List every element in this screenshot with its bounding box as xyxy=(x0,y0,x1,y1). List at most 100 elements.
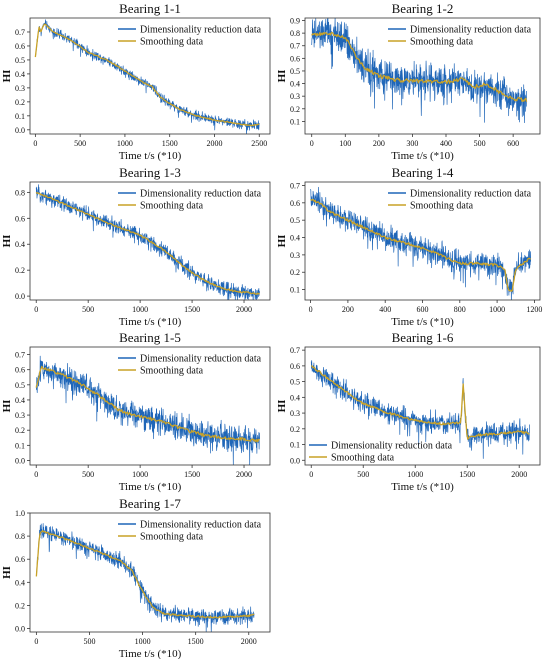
y-axis-label: HI xyxy=(1,566,13,579)
legend-label-raw: Dimensionality reduction data xyxy=(140,354,262,365)
legend-label-raw: Dimensionality reduction data xyxy=(140,189,262,200)
x-tick-label: 500 xyxy=(357,470,369,479)
x-tick-label: 500 xyxy=(82,470,94,479)
chart-title: Bearing 1-2 xyxy=(392,1,454,16)
x-tick-label: 0 xyxy=(34,637,38,646)
series-dimensionality-reduction-line xyxy=(35,184,260,300)
x-axis-label: Time t/s (*10) xyxy=(391,150,454,162)
series-smoothing-line xyxy=(311,31,528,103)
chart-title: Bearing 1-1 xyxy=(119,1,181,16)
x-tick-label: 0 xyxy=(34,305,38,314)
series-dimensionality-reduction-line xyxy=(35,355,260,465)
x-tick-label: 500 xyxy=(82,305,94,314)
legend-label-raw: Dimensionality reduction data xyxy=(140,520,262,531)
plot-frame xyxy=(29,17,271,135)
y-tick-label: 0.5 xyxy=(15,56,25,65)
y-tick-label: 0.8 xyxy=(15,532,25,541)
y-tick-label: 0.8 xyxy=(15,188,25,197)
x-tick-label: 1500 xyxy=(184,470,200,479)
y-tick-label: 0.1 xyxy=(15,112,25,121)
y-tick-label: 0.5 xyxy=(15,381,25,390)
legend-label-smooth: Smoothing data xyxy=(331,453,395,464)
x-tick-label: 0 xyxy=(309,470,313,479)
x-axis-label: Time t/s (*10) xyxy=(391,481,454,493)
y-tick-label: 0.4 xyxy=(290,234,300,243)
chart-panel-6: Bearing 1-6 0 500 1000 1500 2000 0.0 0.1 0.2 0.3 0… xyxy=(276,330,541,493)
y-tick-label: 0.4 xyxy=(15,578,25,587)
legend-label-smooth: Smoothing data xyxy=(410,201,474,212)
chart-title: Bearing 1-6 xyxy=(392,330,454,345)
x-tick-label: 1000 xyxy=(489,305,505,314)
legend-label-raw: Dimensionality reduction data xyxy=(140,25,262,36)
series-smoothing-line xyxy=(35,191,260,295)
y-tick-label: 0.5 xyxy=(290,378,300,387)
x-tick-label: 2500 xyxy=(251,139,267,148)
y-tick-label: 0.3 xyxy=(290,92,300,101)
y-tick-label: 0.1 xyxy=(290,286,300,295)
y-tick-label: 0.9 xyxy=(290,17,300,26)
chart-panel-7: Bearing 1-7 0 500 1000 1500 2000 0.0 0.2 0.4 0.6 0… xyxy=(1,496,271,659)
legend-label-smooth: Smoothing data xyxy=(140,201,204,212)
series-dimensionality-reduction-line xyxy=(36,523,255,632)
x-tick-label: 2000 xyxy=(236,470,252,479)
y-tick-label: 0.0 xyxy=(15,126,25,135)
series-smoothing-line xyxy=(35,530,255,619)
legend-label-smooth: Smoothing data xyxy=(140,366,204,377)
x-tick-label: 1500 xyxy=(184,305,200,314)
x-tick-label: 1000 xyxy=(117,139,133,148)
y-tick-label: 0.7 xyxy=(290,181,300,190)
y-tick-label: 0.2 xyxy=(15,98,25,107)
x-tick-label: 0 xyxy=(309,305,313,314)
x-tick-label: 2000 xyxy=(206,139,222,148)
y-tick-label: 0.7 xyxy=(290,42,300,51)
y-tick-label: 0.0 xyxy=(15,456,25,465)
y-tick-label: 0.5 xyxy=(290,216,300,225)
plot-area xyxy=(310,360,530,459)
y-tick-label: 0.0 xyxy=(15,625,25,634)
x-tick-label: 400 xyxy=(379,305,391,314)
y-tick-label: 0.3 xyxy=(290,251,300,260)
y-tick-label: 0.5 xyxy=(290,67,300,76)
legend-label-smooth: Smoothing data xyxy=(410,37,474,48)
y-tick-label: 0.6 xyxy=(15,555,25,564)
x-axis-label: Time t/s (*10) xyxy=(119,150,182,162)
y-tick-label: 1.0 xyxy=(15,509,25,518)
series-smoothing-line xyxy=(310,365,530,440)
x-tick-label: 1000 xyxy=(407,470,423,479)
legend-label-smooth: Smoothing data xyxy=(140,532,204,543)
x-axis-label: Time t/s (*10) xyxy=(119,316,182,328)
y-tick-label: 0.3 xyxy=(15,411,25,420)
y-tick-label: 0.0 xyxy=(290,456,300,465)
x-tick-label: 500 xyxy=(83,637,95,646)
y-tick-label: 0.7 xyxy=(15,351,25,360)
chart-panel-3: Bearing 1-3 0 500 1000 1500 2000 0.0 0.2 0.4 0.6 0… xyxy=(1,165,271,328)
x-tick-label: 1000 xyxy=(135,637,151,646)
series-smoothing-line xyxy=(35,365,260,443)
x-tick-label: 2000 xyxy=(236,305,252,314)
plot-frame xyxy=(304,181,541,301)
y-tick-label: 0.2 xyxy=(15,266,25,275)
y-tick-label: 0.6 xyxy=(15,366,25,375)
plot-area xyxy=(34,19,260,134)
x-tick-label: 100 xyxy=(339,139,351,148)
x-tick-label: 500 xyxy=(474,139,486,148)
y-axis-label: HI xyxy=(1,235,13,248)
x-tick-label: 800 xyxy=(454,305,466,314)
y-tick-label: 0.2 xyxy=(290,105,300,114)
y-tick-label: 0.3 xyxy=(15,84,25,93)
y-tick-label: 0.6 xyxy=(290,199,300,208)
y-tick-label: 0.6 xyxy=(290,362,300,371)
x-tick-label: 2000 xyxy=(511,470,527,479)
series-smoothing-line xyxy=(34,23,260,127)
legend-label-raw: Dimensionality reduction data xyxy=(331,441,453,452)
y-tick-label: 0.0 xyxy=(15,292,25,301)
x-tick-label: 0 xyxy=(34,470,38,479)
legend-label-raw: Dimensionality reduction data xyxy=(410,189,532,200)
y-tick-label: 0.7 xyxy=(290,346,300,355)
chart-panel-5: Bearing 1-5 0 500 1000 1500 2000 0.0 0.1 0.2 0.3 0… xyxy=(1,330,271,493)
x-tick-label: 600 xyxy=(417,305,429,314)
chart-panel-1: Bearing 1-1 0 500 1000 1500 2000 2500 0.0 0.1 0.2… xyxy=(1,1,271,162)
